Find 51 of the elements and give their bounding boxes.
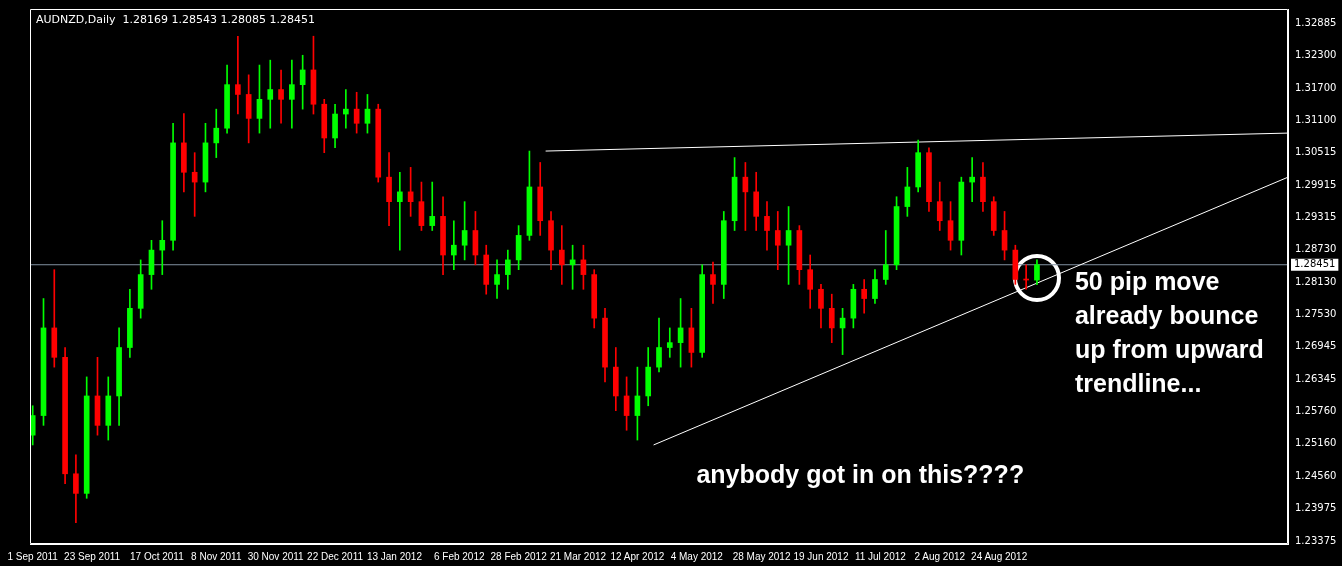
x-tick-label: 22 Dec 2011	[307, 550, 364, 562]
candlestick	[343, 89, 349, 129]
candlestick	[666, 327, 673, 358]
candlestick	[267, 59, 274, 129]
candlestick	[278, 69, 284, 124]
y-tick-label: 1.32300	[1295, 48, 1337, 60]
x-tick-label: 8 Nov 2011	[191, 550, 242, 562]
y-tick-label: 1.32885	[1295, 17, 1337, 29]
y-tick-label: 1.25160	[1295, 437, 1337, 449]
candlestick	[558, 225, 565, 285]
y-tick-label: 1.29315	[1295, 211, 1337, 223]
candlestick	[159, 220, 166, 275]
y-tick-label: 1.23975	[1295, 501, 1337, 513]
y-tick-label: 1.31100	[1295, 114, 1337, 126]
x-tick-label: 21 Mar 2012	[549, 550, 607, 562]
y-tick-label: 1.29915	[1295, 178, 1337, 190]
candlestick	[397, 171, 403, 251]
y-tick-label: 1.28730	[1295, 243, 1337, 255]
ref-line-label: 1.28451	[1294, 258, 1336, 270]
candlestick	[969, 157, 975, 202]
y-tick-label: 1.24560	[1295, 470, 1337, 482]
x-tick-label: 11 Jul 2012	[854, 550, 907, 562]
y-tick-label: 1.27530	[1295, 308, 1337, 320]
x-tick-label: 13 Jan 2012	[366, 550, 423, 562]
y-tick-label: 1.23375	[1295, 534, 1337, 546]
y-tick-label: 1.30515	[1295, 146, 1337, 157]
x-tick-label: 30 Nov 2011	[247, 550, 305, 562]
candlestick	[235, 35, 241, 115]
candlestick	[451, 220, 457, 271]
y-tick-label: 1.31700	[1295, 81, 1337, 93]
x-tick-label: 19 Jun 2012	[793, 550, 849, 562]
chart-title: AUDNZD,Daily 1.28169 1.28543 1.28085 1.28451	[36, 13, 316, 27]
y-tick-label: 1.28130	[1295, 275, 1337, 287]
x-tick-label: 23 Sep 2011	[64, 550, 121, 562]
y-tick-label: 1.26945	[1295, 340, 1337, 352]
annotation: anybody got in on this????	[696, 460, 1025, 489]
y-tick-label: 1.26345	[1295, 372, 1337, 384]
x-tick-label: 12 Apr 2012	[610, 550, 665, 562]
x-tick-label: 17 Oct 2011	[130, 550, 185, 562]
x-tick-label: 28 Feb 2012	[490, 550, 548, 562]
candlestick	[429, 181, 436, 231]
x-tick-label: 6 Feb 2012	[433, 550, 485, 562]
x-tick-label: 2 Aug 2012	[914, 550, 966, 562]
x-tick-label: 1 Sep 2011	[7, 550, 59, 562]
y-tick-label: 1.25760	[1295, 404, 1337, 416]
candlestick	[289, 59, 295, 129]
x-tick-label: 4 May 2012	[670, 550, 724, 562]
x-tick-label: 24 Aug 2012	[971, 550, 1028, 562]
annotation: 50 pip move already bounce up from upward trendline...	[1074, 267, 1264, 398]
x-tick-label: 28 May 2012	[732, 550, 791, 562]
candlestick	[191, 152, 198, 217]
